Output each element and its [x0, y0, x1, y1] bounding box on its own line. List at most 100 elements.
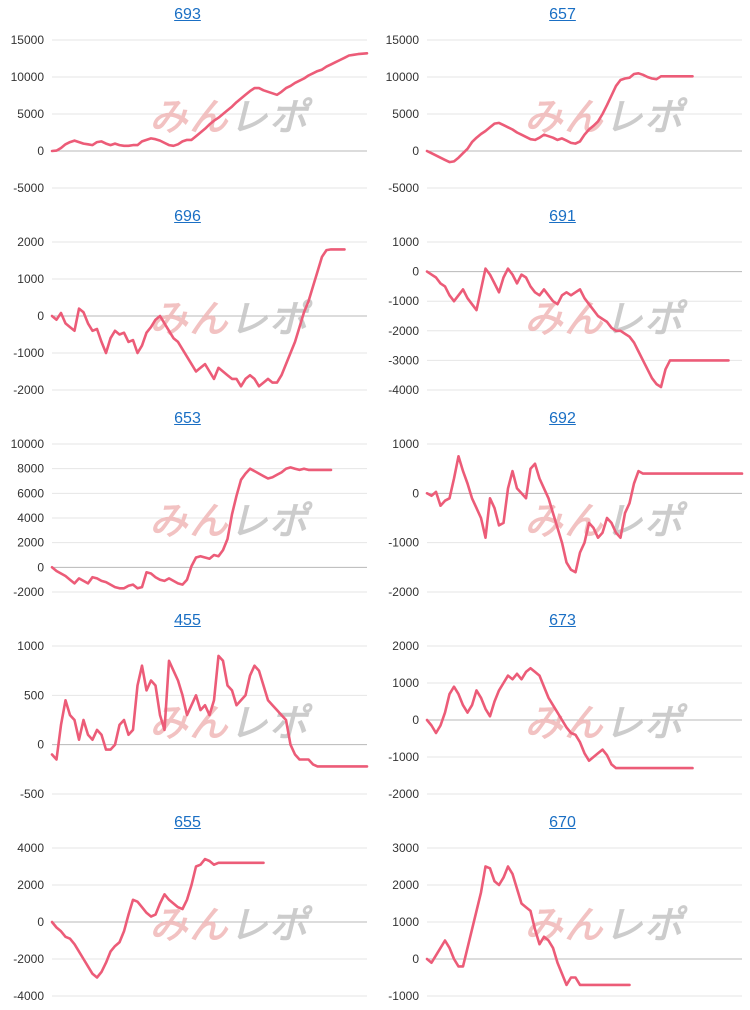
y-tick-label: 0: [37, 738, 44, 752]
watermark-logo: みんレポ: [524, 903, 688, 947]
chart-title-link[interactable]: 653: [174, 410, 201, 427]
y-tick-label: -3000: [388, 353, 419, 367]
y-tick-label: 4000: [17, 511, 44, 525]
series-line: [425, 72, 694, 164]
y-tick-label: -1000: [388, 750, 419, 764]
y-tick-label: 15000: [386, 33, 420, 47]
y-tick-label: 0: [37, 309, 44, 323]
y-tick-label: 0: [412, 952, 419, 966]
watermark-logo: みんレポ: [149, 903, 313, 947]
y-tick-label: 10000: [11, 70, 45, 84]
watermark-logo: みんレポ: [149, 499, 313, 543]
y-tick-label: 0: [37, 915, 44, 929]
series-line: [50, 857, 265, 979]
series-line: [425, 666, 694, 770]
y-tick-label: 8000: [17, 462, 44, 476]
chart-panel: 1000 500 0 -500 みんレポ 455: [0, 606, 375, 808]
series-line: [425, 267, 730, 389]
chart-panel: 15000 10000 5000 0 -5000 みんレポ 693: [0, 0, 375, 202]
series-line: [50, 248, 346, 388]
y-tick-label: -2000: [388, 324, 419, 338]
watermark-logo: みんレポ: [149, 701, 313, 745]
y-tick-label: 2000: [17, 536, 44, 550]
watermark-logo: みんレポ: [149, 95, 313, 139]
y-tick-label: 4000: [17, 841, 44, 855]
y-tick-label: 2000: [392, 878, 419, 892]
chart-title-link[interactable]: 691: [549, 208, 576, 225]
chart-panel: 4000 2000 0 -2000 -4000 みんレポ 655: [0, 808, 375, 1010]
y-tick-label: 1000: [392, 437, 419, 451]
y-tick-label: 5000: [17, 107, 44, 121]
chart-title-link[interactable]: 692: [549, 410, 576, 427]
y-tick-label: -5000: [13, 181, 44, 195]
y-tick-label: 0: [412, 713, 419, 727]
chart-svg: 2000 1000 0 -1000 -2000 みんレポ: [388, 639, 742, 801]
chart-svg: 2000 1000 0 -1000 -2000 みんレポ: [13, 235, 367, 397]
watermark-logo: みんレポ: [524, 701, 688, 745]
series-line: [425, 454, 744, 574]
series-line: [425, 865, 631, 987]
watermark-logo: みんレポ: [524, 297, 688, 341]
watermark-logo: みんレポ: [149, 297, 313, 341]
y-tick-label: 1000: [17, 272, 44, 286]
chart-svg: 1000 0 -1000 -2000 みんレポ: [388, 437, 744, 599]
y-tick-label: -1000: [388, 989, 419, 1003]
y-tick-label: -1000: [13, 346, 44, 360]
chart-svg: 3000 2000 1000 0 -1000 みんレポ: [388, 841, 742, 1003]
y-tick-label: -2000: [13, 952, 44, 966]
chart-panel: 2000 1000 0 -1000 -2000 みんレポ 696: [0, 202, 375, 404]
chart-panel: 1000 0 -1000 -2000 -3000 -4000 みんレポ 691: [375, 202, 750, 404]
chart-svg: 15000 10000 5000 0 -5000 みんレポ: [11, 33, 369, 195]
y-tick-label: 0: [37, 144, 44, 158]
y-tick-label: 2000: [392, 639, 419, 653]
watermark-logo: みんレポ: [524, 95, 688, 139]
chart-svg: 1000 500 0 -500 みんレポ: [17, 639, 369, 801]
y-tick-label: 6000: [17, 486, 44, 500]
y-tick-label: 15000: [11, 33, 45, 47]
y-tick-label: -2000: [388, 585, 419, 599]
y-tick-label: 0: [412, 486, 419, 500]
series-line: [50, 51, 369, 153]
y-tick-label: 3000: [392, 841, 419, 855]
y-tick-label: -2000: [388, 787, 419, 801]
y-tick-label: 0: [412, 265, 419, 279]
chart-svg: 15000 10000 5000 0 -5000 みんレポ: [386, 33, 742, 195]
chart-title-link[interactable]: 455: [174, 612, 201, 629]
y-tick-label: -500: [20, 787, 44, 801]
chart-title-link[interactable]: 655: [174, 814, 201, 831]
y-tick-label: 1000: [392, 676, 419, 690]
chart-title-link[interactable]: 657: [549, 6, 576, 23]
y-tick-label: -1000: [388, 294, 419, 308]
y-tick-label: -2000: [13, 585, 44, 599]
y-tick-label: 500: [24, 688, 44, 702]
y-tick-label: 1000: [392, 915, 419, 929]
y-tick-label: -2000: [13, 383, 44, 397]
y-tick-label: 5000: [392, 107, 419, 121]
y-tick-label: -4000: [388, 383, 419, 397]
y-tick-label: -1000: [388, 536, 419, 550]
chart-title-link[interactable]: 696: [174, 208, 201, 225]
chart-title-link[interactable]: 673: [549, 612, 576, 629]
y-tick-label: 0: [412, 144, 419, 158]
chart-panel: 10000 8000 6000 4000 2000 0 -2000 みんレポ 653: [0, 404, 375, 606]
y-tick-label: -4000: [13, 989, 44, 1003]
y-tick-label: 1000: [392, 235, 419, 249]
y-tick-label: 1000: [17, 639, 44, 653]
y-tick-label: 2000: [17, 878, 44, 892]
y-tick-label: 0: [37, 560, 44, 574]
watermark-logo: みんレポ: [524, 499, 688, 543]
chart-svg: 10000 8000 6000 4000 2000 0 -2000 みんレポ: [11, 437, 367, 599]
chart-svg: 4000 2000 0 -2000 -4000 みんレポ: [13, 841, 367, 1003]
chart-panel: 1000 0 -1000 -2000 みんレポ 692: [375, 404, 750, 606]
y-tick-label: 10000: [11, 437, 45, 451]
chart-svg: 1000 0 -1000 -2000 -3000 -4000 みんレポ: [388, 235, 742, 397]
y-tick-label: -5000: [388, 181, 419, 195]
chart-panel: 3000 2000 1000 0 -1000 みんレポ 670: [375, 808, 750, 1010]
chart-panel: 2000 1000 0 -1000 -2000 みんレポ 673: [375, 606, 750, 808]
series-line: [50, 466, 333, 590]
y-tick-label: 10000: [386, 70, 420, 84]
chart-panel: 15000 10000 5000 0 -5000 みんレポ 657: [375, 0, 750, 202]
y-tick-label: 2000: [17, 235, 44, 249]
chart-title-link[interactable]: 693: [174, 6, 201, 23]
chart-title-link[interactable]: 670: [549, 814, 576, 831]
